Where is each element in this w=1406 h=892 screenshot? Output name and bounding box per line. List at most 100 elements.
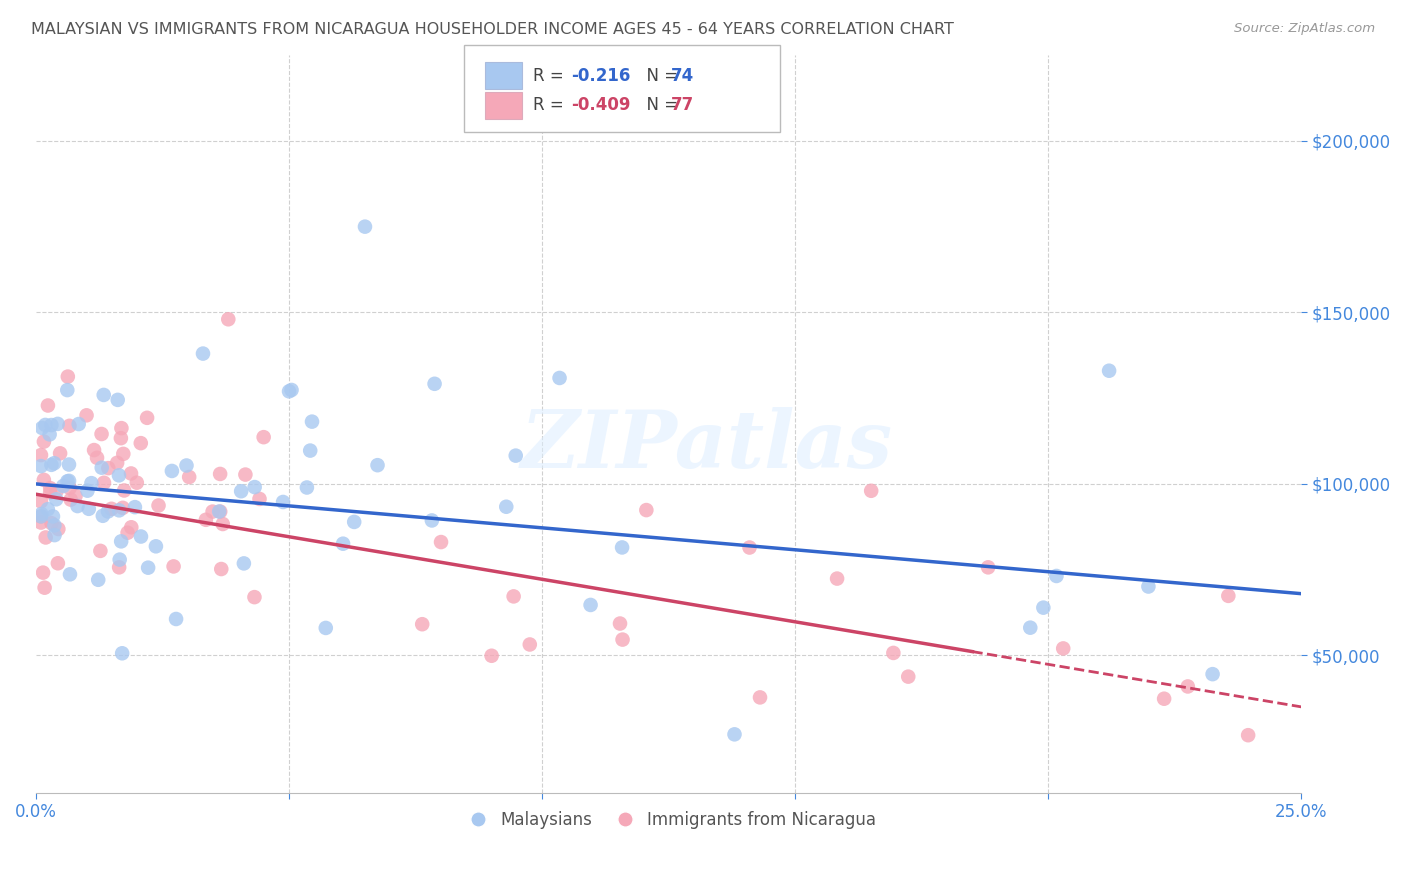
Point: [46, 556, 69, 570]
Point: [278, 384, 301, 399]
Point: [129, 436, 152, 450]
Point: [56, 475, 79, 489]
Point: [44, 456, 66, 470]
Point: [217, 312, 239, 326]
Point: [46, 417, 69, 431]
Point: [107, 392, 129, 407]
Point: [32, 434, 55, 449]
Point: [1237, 728, 1260, 742]
Point: [48, 522, 70, 536]
Point: [59, 567, 82, 582]
Point: [45, 483, 67, 498]
Point: [76, 409, 98, 423]
Point: [271, 495, 294, 509]
Point: [1098, 364, 1121, 378]
Point: [58, 458, 80, 472]
Point: [105, 456, 128, 470]
Point: [65, 489, 87, 503]
Point: [612, 632, 634, 647]
Point: [110, 421, 132, 435]
Point: [30, 507, 52, 521]
Point: [481, 648, 503, 663]
Point: [897, 670, 920, 684]
Point: [502, 590, 524, 604]
Point: [548, 371, 571, 385]
Legend: Malaysians, Immigrants from Nicaragua: Malaysians, Immigrants from Nicaragua: [456, 805, 883, 836]
Point: [97, 461, 120, 475]
Point: [108, 552, 131, 566]
Point: [825, 572, 848, 586]
Point: [93, 475, 115, 490]
Point: [108, 560, 131, 574]
Text: R =: R =: [533, 67, 574, 85]
Point: [354, 219, 377, 234]
Point: [58, 418, 80, 433]
Point: [208, 504, 231, 518]
Point: [37, 399, 59, 413]
Point: [411, 617, 433, 632]
Point: [162, 559, 184, 574]
Point: [136, 560, 159, 574]
Text: N =: N =: [636, 96, 683, 114]
Point: [209, 505, 232, 519]
Point: [738, 541, 761, 555]
Point: [610, 541, 633, 555]
Point: [112, 447, 135, 461]
Point: [37, 502, 59, 516]
Text: Source: ZipAtlas.com: Source: ZipAtlas.com: [1234, 22, 1375, 36]
Point: [148, 499, 170, 513]
Point: [367, 458, 389, 472]
Point: [86, 450, 108, 465]
Point: [160, 464, 183, 478]
Point: [90, 460, 112, 475]
Point: [420, 513, 443, 527]
Text: -0.216: -0.216: [571, 67, 630, 85]
Point: [253, 430, 276, 444]
Point: [723, 727, 745, 741]
Point: [41, 418, 63, 433]
Point: [30, 516, 52, 530]
Point: [108, 468, 131, 483]
Point: [301, 415, 323, 429]
Point: [77, 501, 100, 516]
Text: ZIPatlas: ZIPatlas: [520, 408, 893, 484]
Point: [1045, 569, 1067, 583]
Point: [87, 573, 110, 587]
Point: [1153, 691, 1175, 706]
Point: [332, 537, 354, 551]
Point: [66, 499, 89, 513]
Point: [749, 690, 772, 705]
Point: [295, 481, 318, 495]
Point: [860, 483, 883, 498]
Point: [32, 473, 55, 487]
Point: [519, 638, 541, 652]
Point: [124, 500, 146, 515]
Point: [41, 516, 63, 531]
Point: [42, 509, 65, 524]
Point: [49, 446, 72, 460]
Point: [176, 458, 198, 473]
Point: [38, 427, 60, 442]
Point: [136, 410, 159, 425]
Point: [39, 481, 62, 495]
Point: [76, 483, 98, 498]
Text: MALAYSIAN VS IMMIGRANTS FROM NICARAGUA HOUSEHOLDER INCOME AGES 45 - 64 YEARS COR: MALAYSIAN VS IMMIGRANTS FROM NICARAGUA H…: [31, 22, 953, 37]
Point: [110, 534, 132, 549]
Point: [32, 566, 55, 580]
Point: [112, 483, 135, 498]
Point: [1052, 641, 1074, 656]
Point: [201, 505, 224, 519]
Point: [165, 612, 187, 626]
Point: [120, 467, 142, 481]
Point: [495, 500, 517, 514]
Point: [1218, 589, 1240, 603]
Point: [56, 369, 79, 384]
Point: [315, 621, 337, 635]
Point: [636, 503, 658, 517]
Point: [243, 480, 266, 494]
Point: [505, 449, 527, 463]
Text: N =: N =: [636, 67, 683, 85]
Point: [52, 479, 75, 493]
Point: [1177, 680, 1199, 694]
Point: [30, 509, 52, 524]
